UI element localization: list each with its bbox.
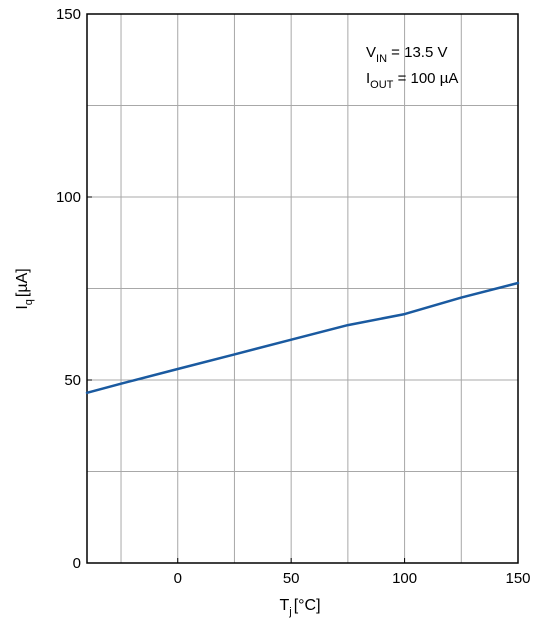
x-axis-label-unit: [°C] [294, 597, 321, 614]
series-layer [85, 281, 520, 395]
y-axis-label-unit: [µA] [14, 268, 31, 297]
y-axis-label-sub: q [23, 299, 35, 305]
y-axis-label: Iq [µA] [14, 268, 35, 309]
y-tick-label: 50 [64, 372, 81, 389]
x-tick-label: 0 [174, 570, 182, 587]
x-tick-label: 150 [505, 570, 530, 587]
x-tick-label: 100 [392, 570, 417, 587]
x-tick-label: 50 [283, 570, 300, 587]
x-tick-labels: 0 50 100 150 [174, 570, 531, 587]
annotation-iout-main: I [366, 70, 370, 87]
annotation-iout-rest: = 100 µA [393, 70, 458, 87]
annotation-vin-main: V [366, 44, 376, 61]
annotation-vin-sub: IN [376, 53, 387, 65]
series-line [85, 281, 520, 395]
y-tick-label: 100 [56, 189, 81, 206]
plot-frame [86, 13, 519, 564]
y-axis-label-main: I [14, 305, 31, 309]
y-tick-label: 0 [73, 555, 81, 572]
x-axis-label-sub: j [288, 606, 291, 618]
annotation-iout: IOUT = 100 µA [366, 70, 458, 91]
grid [87, 13, 519, 564]
y-tick-label: 150 [56, 6, 81, 23]
annotation-iout-sub: OUT [370, 79, 394, 91]
annotation-vin: VIN = 13.5 V [366, 44, 447, 65]
x-axis-label: Tj [°C] [279, 597, 320, 618]
x-axis-label-main: T [279, 597, 289, 614]
annotation-box: VIN = 13.5 V IOUT = 100 µA [366, 44, 458, 91]
y-tick-labels: 0 50 100 150 [56, 6, 81, 572]
annotation-vin-rest: = 13.5 V [387, 44, 447, 61]
